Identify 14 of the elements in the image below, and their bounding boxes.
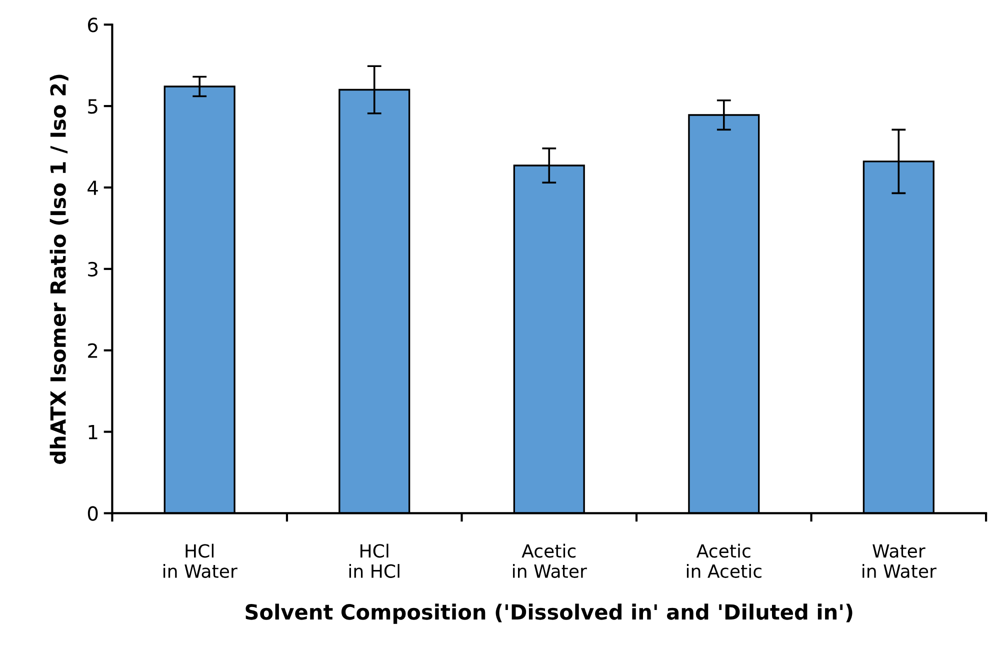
y-tick-label: 5 — [88, 99, 98, 114]
x-tick-label: HCl in HCl — [349, 544, 400, 578]
y-tick-label: 0 — [88, 506, 98, 521]
x-tick-label: Acetic in Acetic — [686, 544, 762, 578]
y-tick-label: 1 — [88, 424, 98, 440]
y-axis-title: dhATX Isomer Ratio (Iso 1 / Iso 2) — [50, 74, 68, 464]
y-tick-label: 3 — [88, 262, 98, 277]
x-axis-title: Solvent Composition ('Dissolved in' and 'Diluted in') — [246, 604, 852, 624]
y-tick-label: 4 — [88, 180, 98, 195]
y-tick-label: 2 — [88, 343, 98, 358]
x-tick-label: Acetic in Water — [513, 544, 587, 578]
x-tick-label: Water in Water — [862, 544, 936, 578]
x-tick-label: HCl in Water — [164, 544, 238, 578]
y-tick-label: 6 — [88, 18, 98, 32]
